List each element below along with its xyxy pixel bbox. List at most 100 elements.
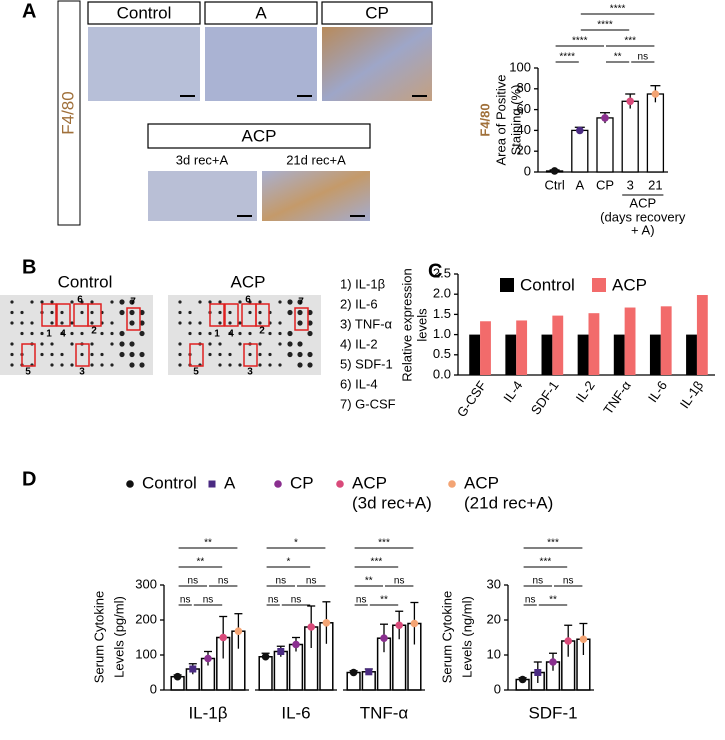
y-tick-label: 100 xyxy=(135,646,157,661)
blot-spot xyxy=(238,363,242,367)
blot-spot xyxy=(228,363,232,367)
significance-label: **** xyxy=(572,36,588,47)
highlight-box xyxy=(189,343,204,367)
point xyxy=(336,480,344,488)
significance-label: ns xyxy=(218,576,229,587)
group-note: + A) xyxy=(631,222,655,237)
point xyxy=(208,480,216,488)
blot-spot xyxy=(268,363,272,367)
blot-spot xyxy=(218,300,222,304)
x-tick-label: CP xyxy=(596,177,614,192)
point xyxy=(518,675,527,684)
blot-spot xyxy=(228,331,232,336)
spot-number: 5 xyxy=(25,367,31,378)
image xyxy=(205,27,317,101)
blot-spot xyxy=(278,321,282,325)
blot-spot xyxy=(70,321,74,325)
blot-spot xyxy=(70,300,74,304)
x-tick-label: 21 xyxy=(648,177,662,192)
x-tick-label: IL-1β xyxy=(188,703,227,722)
legend-label: ACP xyxy=(612,275,647,294)
blot-spot xyxy=(258,363,262,367)
y-tick-label: 80 xyxy=(517,80,531,95)
blot-spot xyxy=(50,321,54,325)
blot-spot xyxy=(129,341,135,347)
point xyxy=(534,669,542,676)
legend-label: CP xyxy=(290,473,314,492)
y-tick-label: 300 xyxy=(135,576,157,591)
y-axis-label: Serum Cytokine xyxy=(91,591,106,683)
y-tick-label: 100 xyxy=(509,59,531,74)
blot-spot xyxy=(258,310,262,315)
image-header xyxy=(147,123,371,149)
point xyxy=(322,619,331,627)
blot-spot xyxy=(198,321,202,325)
blot-spot xyxy=(248,352,252,357)
blot-spot xyxy=(129,320,135,326)
blot-spot xyxy=(297,309,303,316)
blot-spot xyxy=(139,330,145,337)
bar xyxy=(696,295,708,375)
blot-spot xyxy=(258,352,262,357)
blot-spot xyxy=(40,342,44,346)
blot-spot xyxy=(129,362,135,368)
blot-spot xyxy=(70,342,74,346)
point xyxy=(126,480,134,488)
x-tick-label: TNF-α xyxy=(600,378,634,417)
highlight-box xyxy=(41,303,57,327)
highlight-box xyxy=(243,343,258,367)
bar xyxy=(577,334,589,375)
marker-label: F4/80 xyxy=(58,91,77,134)
blot-spot xyxy=(228,321,232,325)
point xyxy=(349,668,358,677)
blot-spot xyxy=(119,330,125,337)
image xyxy=(148,171,257,221)
y-axis-label: Levels (ng/ml) xyxy=(459,596,474,678)
blot-spot xyxy=(100,352,104,357)
blot-spot xyxy=(50,363,54,367)
blot-spot xyxy=(268,331,272,336)
blot-spot xyxy=(238,321,242,325)
highlight-box xyxy=(56,303,71,327)
blot-spot xyxy=(268,352,272,357)
key-item: 5) SDF-1 xyxy=(340,356,393,371)
point xyxy=(651,90,660,98)
y-tick-label: 0.0 xyxy=(433,366,451,381)
blot-spot xyxy=(178,363,182,367)
significance-label: ** xyxy=(197,557,205,568)
spot-number: 1 xyxy=(214,329,220,340)
blot-spot xyxy=(287,309,293,316)
blot-spot xyxy=(248,310,252,315)
blot-spot xyxy=(218,310,222,315)
group-title: ACP xyxy=(242,126,277,145)
marker-label: F4/80 xyxy=(477,103,492,136)
blot-spot xyxy=(90,363,94,367)
blot-spot xyxy=(129,351,135,358)
highlight-box xyxy=(224,303,239,327)
blot-spot xyxy=(297,362,303,368)
blot-spot xyxy=(60,363,64,367)
blot-spot xyxy=(208,300,212,304)
image-header xyxy=(204,1,318,25)
blot-spot xyxy=(208,342,212,346)
legend-label: ACP xyxy=(352,473,387,492)
blot-title: Control xyxy=(58,272,113,291)
bar xyxy=(588,313,600,375)
blot-spot xyxy=(40,352,44,357)
key-item: 1) IL-1β xyxy=(340,276,385,291)
highlight-box xyxy=(294,307,309,331)
bar xyxy=(649,334,661,375)
blot-spot xyxy=(90,342,94,346)
significance-label: ns xyxy=(268,595,279,606)
blot-spot xyxy=(60,321,64,325)
significance-label: **** xyxy=(610,4,626,15)
bar xyxy=(621,100,639,173)
blot-spot xyxy=(80,310,84,315)
point xyxy=(234,627,243,635)
blot-spot xyxy=(129,299,135,305)
blot-spot xyxy=(228,352,232,357)
point xyxy=(549,658,557,666)
blot-spot xyxy=(10,342,14,346)
blot-spot xyxy=(258,342,262,346)
